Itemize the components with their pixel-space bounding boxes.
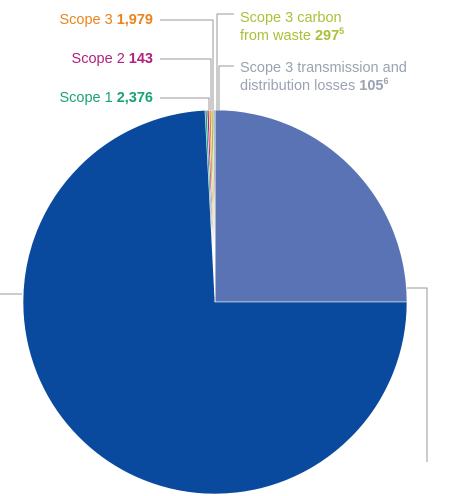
label-td-note: 6 (383, 76, 389, 86)
label-waste-line1: Scope 3 carbon (240, 10, 342, 26)
pie-slice-5 (204, 109, 216, 303)
leader-td (218, 65, 234, 110)
label-waste: Scope 3 carbon from waste 2975 (240, 9, 344, 45)
leader-scope3 (160, 19, 214, 110)
label-td-line1: Scope 3 transmission and (240, 60, 407, 76)
label-waste-line2: from waste (240, 28, 311, 44)
leader-scope1 (160, 97, 210, 110)
leader-large-right (407, 287, 428, 462)
label-waste-value: 297 (314, 28, 340, 44)
label-waste-note: 5 (339, 26, 345, 36)
label-td-line2: distribution losses (240, 78, 356, 94)
label-scope2: Scope 2 143 (72, 50, 153, 68)
label-scope1-name: Scope 1 (59, 90, 113, 106)
label-scope3-name: Scope 3 (59, 12, 113, 28)
label-td: Scope 3 transmission and distribution lo… (240, 59, 407, 95)
label-scope2-value: 143 (128, 51, 153, 67)
label-scope1-value: 2,376 (116, 90, 153, 106)
label-td-value: 105 (359, 78, 384, 94)
pie-slice-large-2 (22, 109, 408, 495)
label-scope3: Scope 3 1,979 (59, 11, 153, 29)
leader-scope2 (160, 58, 212, 110)
label-scope1: Scope 1 2,376 (59, 89, 153, 107)
leader-waste (216, 13, 234, 110)
label-scope3-value: 1,979 (116, 12, 153, 28)
pie-slice-large-1 (214, 109, 408, 303)
label-scope2-name: Scope 2 (71, 51, 125, 67)
